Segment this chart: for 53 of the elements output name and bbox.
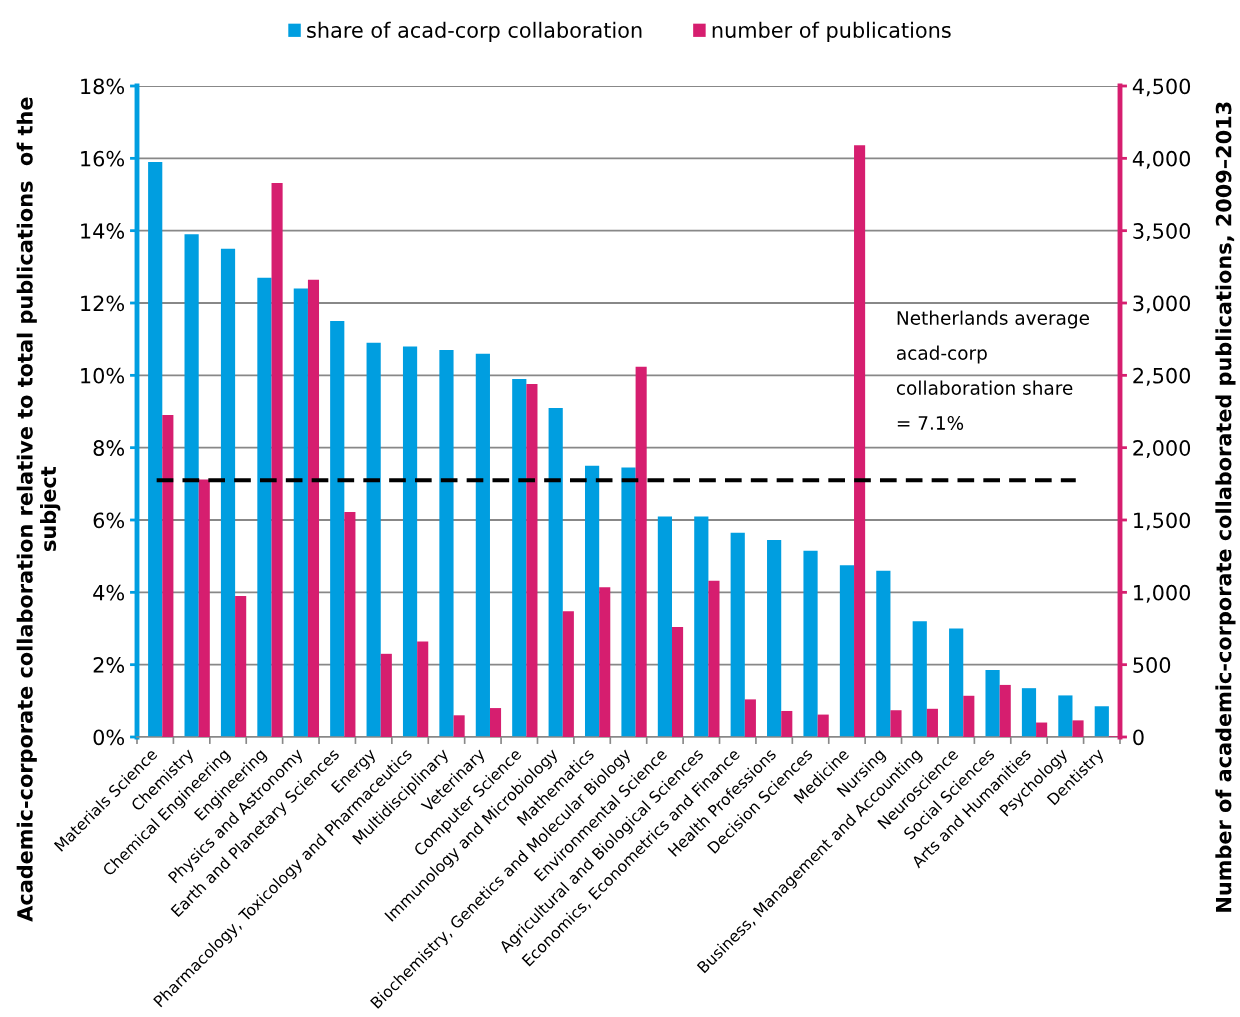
bar [1094,706,1109,737]
y2-tick-label: 1,000 [1134,584,1191,603]
y-tick-label: 8% [93,440,125,456]
bar [1021,688,1037,737]
ref-line-label: Netherlands average acad-corp collaboration share = 7.1% [896,310,1089,430]
bar [1036,722,1048,737]
y2-tick-label: 3,500 [1133,223,1191,241]
y-tick-label: 0% [93,729,125,746]
y2-tick-label: 1,500 [1134,512,1191,531]
y2-tick-label: 4,500 [1132,78,1191,97]
y-tick-label: 18% [81,78,125,95]
y2-tick-label: 2,000 [1133,440,1191,458]
bar [781,710,793,737]
bar [548,407,563,737]
y-tick-label: 14% [81,223,125,239]
bar [817,714,829,737]
bar [402,346,418,737]
bar [220,248,236,737]
bar [803,550,818,737]
y2-axis-title: Number of academic-corporate collaborated publications, 2009–2013 [1215,102,1236,912]
y-tick-label: 4% [93,584,125,601]
bar [489,708,502,737]
bar [890,710,902,737]
y-tick-label: 6% [93,512,125,529]
y2-tick-label: 0 [1133,729,1144,746]
y2-tick-label: 2,500 [1133,367,1191,386]
bar [439,350,454,737]
y-tick-label: 10% [81,367,125,384]
bar [912,621,927,737]
bar [475,353,490,737]
bar [366,342,381,737]
y2-tick-label: 3,000 [1133,295,1191,314]
bar [417,641,429,737]
legend-label: share of acad-corp collaboration [307,21,642,42]
bar [876,570,891,737]
bar [380,653,392,737]
y-tick-label: 12% [81,295,125,312]
bar [235,595,247,737]
bar [926,708,938,737]
y2-tick-label: 500 [1133,657,1171,673]
bar [657,516,673,737]
y-tick-label: 2% [93,657,125,673]
bar [453,715,465,737]
bar [839,565,855,737]
bar [767,539,782,737]
bar [1058,695,1073,737]
y2-tick-label: 4,000 [1132,150,1191,169]
bar [730,532,745,737]
bar [854,145,866,737]
bar [949,628,964,737]
legend-label: number of publications [712,21,951,42]
y-tick-label: 16% [81,150,125,167]
bar [744,699,756,737]
